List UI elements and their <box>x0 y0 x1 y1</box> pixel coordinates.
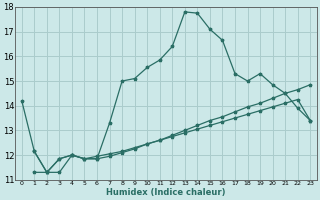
X-axis label: Humidex (Indice chaleur): Humidex (Indice chaleur) <box>106 188 226 197</box>
